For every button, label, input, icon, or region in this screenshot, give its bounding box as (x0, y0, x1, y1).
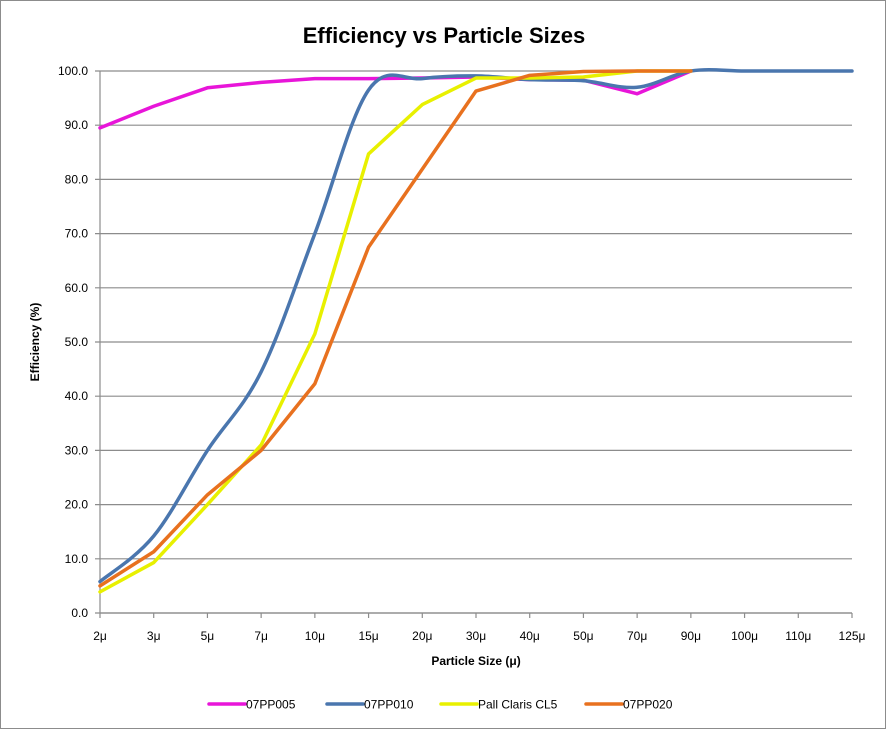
legend-label: 07PP010 (364, 698, 414, 712)
series-line-07pp005 (98, 69, 693, 130)
y-tick-label: 30.0 (65, 443, 89, 457)
y-tick-label: 90.0 (65, 118, 89, 132)
legend: 07PP005 07PP010 Pall Claris CL5 07PP020 (207, 698, 673, 712)
series-lines (98, 68, 854, 594)
series-line-07pp020 (98, 69, 693, 588)
x-tick-label: 125μ (839, 629, 866, 643)
y-tick-label: 60.0 (65, 281, 89, 295)
gridlines (95, 70, 852, 614)
x-tick-label: 15μ (358, 629, 378, 643)
y-tick-label: 100.0 (58, 64, 88, 78)
y-tick-label: 0.0 (71, 606, 88, 620)
y-axis-ticks: 0.0 10.0 20.0 30.0 40.0 50.0 60.0 70.0 80.0 90.0 1… (58, 64, 88, 620)
y-axis-title: Efficiency (%) (28, 303, 42, 382)
legend-label: 07PP005 (246, 698, 296, 712)
x-tick-label: 50μ (573, 629, 593, 643)
x-tick-label: 90μ (681, 629, 701, 643)
y-tick-label: 70.0 (65, 227, 89, 241)
x-tick-label: 7μ (254, 629, 268, 643)
x-tick-label: 70μ (627, 629, 647, 643)
legend-label: 07PP020 (623, 698, 673, 712)
x-tick-label: 2μ (93, 629, 107, 643)
legend-label: Pall Claris CL5 (478, 698, 558, 712)
y-tick-label: 20.0 (65, 498, 89, 512)
x-tick-label: 30μ (466, 629, 486, 643)
x-axis-title: Particle Size (μ) (431, 654, 520, 668)
x-axis-ticks: 2μ 3μ 5μ 7μ 10μ 15μ 20μ 30μ 40μ 50μ 70μ 90μ 100μ 110μ… (93, 613, 866, 643)
series-line-07pp010 (98, 68, 854, 584)
chart-title: Efficiency vs Particle Sizes (303, 23, 586, 48)
y-tick-label: 10.0 (65, 552, 89, 566)
x-tick-label: 20μ (412, 629, 432, 643)
x-tick-label: 3μ (147, 629, 161, 643)
y-tick-label: 80.0 (65, 172, 89, 186)
series-line-pall-claris-cl5 (98, 69, 693, 594)
y-tick-label: 40.0 (65, 389, 89, 403)
x-tick-label: 100μ (731, 629, 758, 643)
x-tick-label: 40μ (520, 629, 540, 643)
axes (99, 71, 852, 614)
x-tick-label: 110μ (785, 629, 811, 643)
y-tick-label: 50.0 (65, 335, 89, 349)
x-tick-label: 10μ (305, 629, 325, 643)
x-tick-label: 5μ (201, 629, 215, 643)
